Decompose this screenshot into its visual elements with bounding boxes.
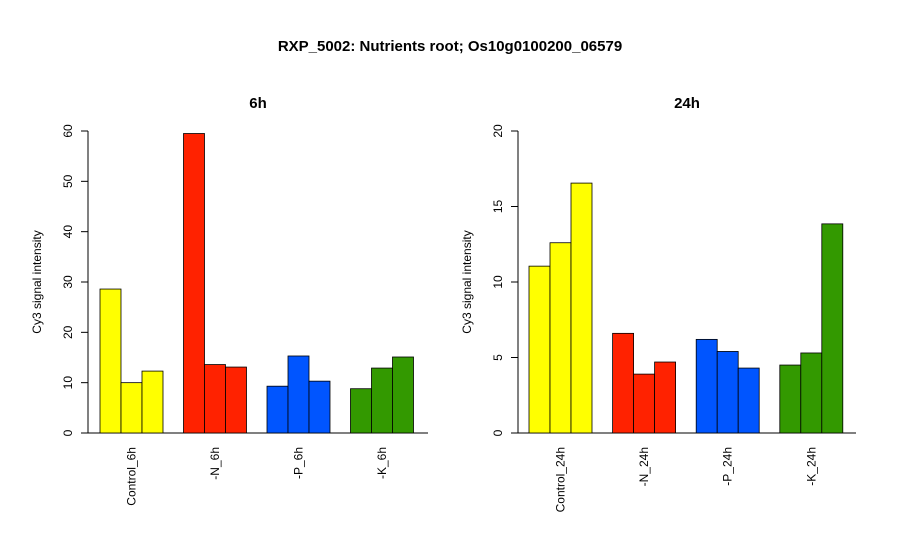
- x-category-label-0-1: -N_6h: [208, 447, 222, 480]
- bar-0-2-2: [308, 380, 331, 434]
- y-tick-label-0-2: 20: [61, 325, 75, 339]
- y-tick-label-0-6: 60: [61, 124, 75, 138]
- bar-1-3-1: [800, 352, 823, 434]
- bar-1-0-0: [528, 265, 551, 434]
- bar-0-1-2: [225, 366, 247, 434]
- bar-1-2-0: [695, 338, 718, 434]
- y-tick-label-0-1: 10: [61, 376, 75, 390]
- bar-1-0-1: [549, 242, 572, 434]
- bar-0-0-2: [141, 370, 164, 434]
- x-category-label-0-0: Control_6h: [125, 447, 139, 506]
- y-tick-label-1-3: 15: [491, 200, 505, 214]
- x-category-label-1-0: Control_24h: [554, 447, 568, 512]
- y-tick-label-1-0: 0: [491, 429, 505, 436]
- x-category-label-1-3: -K_24h: [804, 447, 818, 486]
- bar-0-0-0: [99, 288, 122, 434]
- bar-0-2-1: [287, 355, 310, 434]
- y-tick-label-1-4: 20: [491, 124, 505, 138]
- y-tick-label-0-5: 50: [61, 174, 75, 188]
- panel-title-0: 6h: [249, 95, 267, 112]
- bar-0-3-0: [350, 388, 372, 434]
- y-tick-label-1-2: 10: [491, 275, 505, 289]
- bar-0-1-0: [183, 133, 205, 434]
- x-category-label-1-2: -P_24h: [721, 447, 735, 486]
- y-tick-label-0-3: 30: [61, 275, 75, 289]
- x-category-label-1-1: -N_24h: [637, 447, 651, 486]
- bar-1-1-1: [633, 373, 655, 434]
- bar-1-1-2: [654, 361, 676, 434]
- bar-1-0-2: [570, 182, 593, 434]
- bar-1-3-0: [779, 364, 802, 434]
- bar-1-2-1: [716, 351, 739, 434]
- bar-1-1-0: [612, 332, 634, 434]
- y-tick-label-1-1: 5: [491, 354, 505, 361]
- bar-0-3-2: [392, 356, 414, 434]
- panel-title-1: 24h: [674, 95, 700, 112]
- main-title: RXP_5002: Nutrients root; Os10g0100200_0…: [277, 38, 623, 55]
- bar-1-3-2: [821, 223, 844, 434]
- bar-0-3-1: [371, 367, 393, 434]
- y-tick-label-0-0: 0: [61, 429, 75, 436]
- x-category-label-0-2: -P_6h: [292, 447, 306, 479]
- y-axis-label-0: Cy3 signal intensity: [30, 230, 44, 333]
- bar-0-1-1: [204, 364, 226, 434]
- bar-0-2-0: [266, 385, 289, 434]
- y-tick-label-0-4: 40: [61, 225, 75, 239]
- x-category-label-0-3: -K_6h: [375, 447, 389, 479]
- bar-1-2-2: [737, 367, 760, 434]
- bar-0-0-1: [120, 382, 143, 434]
- y-axis-label-1: Cy3 signal intensity: [460, 230, 474, 333]
